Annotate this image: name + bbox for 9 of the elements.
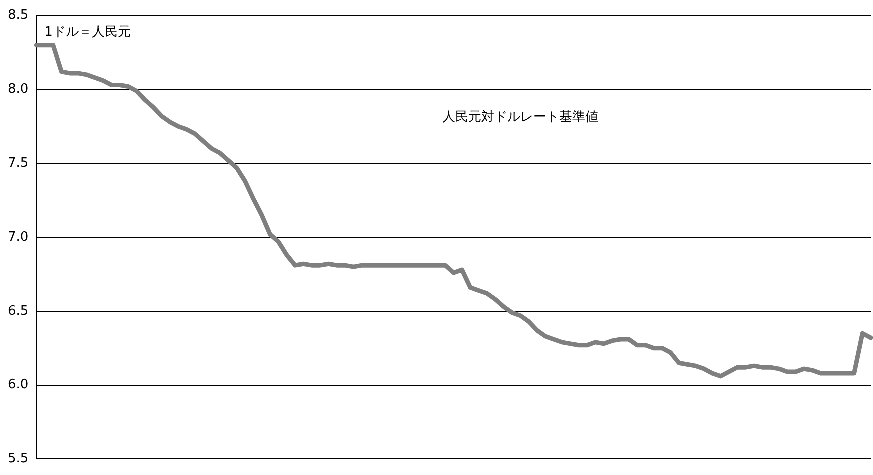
annotation: 1ドル＝人民元: [44, 25, 131, 40]
y-tick-label: 5.5: [8, 452, 29, 467]
y-tick-label: 7.5: [8, 156, 29, 171]
y-tick-label: 7.0: [8, 230, 29, 245]
annotation: 人民元対ドルレート基準値: [442, 109, 599, 126]
y-tick-label: 8.0: [8, 82, 29, 98]
y-tick-label: 6.0: [8, 378, 29, 393]
y-tick-label: 8.5: [8, 8, 29, 24]
y-tick-label: 6.5: [8, 304, 29, 319]
